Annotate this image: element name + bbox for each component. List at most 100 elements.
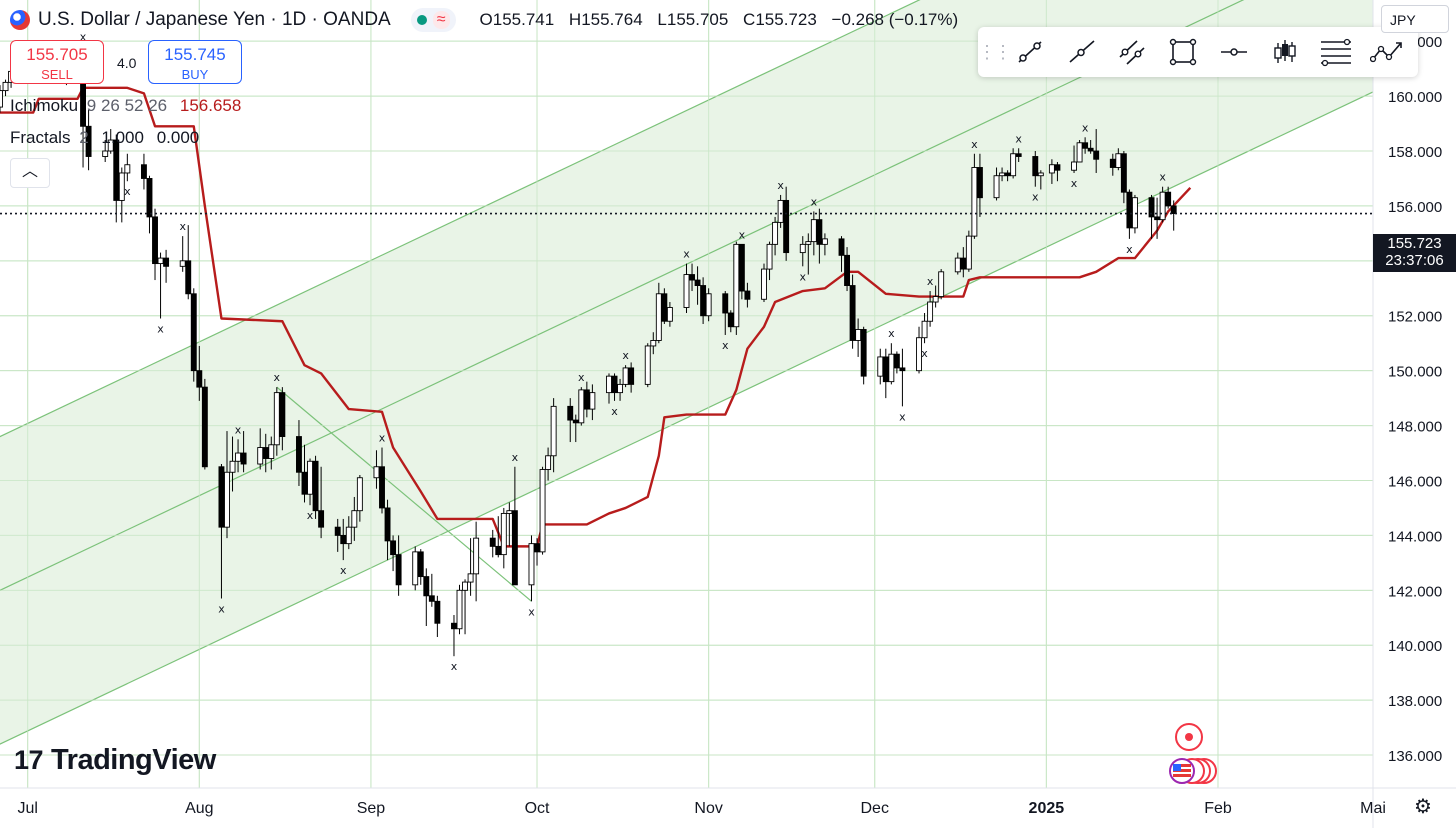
candle	[849, 274, 856, 349]
time-tick-label: Dec	[861, 800, 889, 817]
indicator-ichimoku[interactable]: Ichimoku 9 26 52 26 156.658	[10, 96, 241, 116]
rectangle-icon[interactable]	[1157, 32, 1208, 72]
candles-icon[interactable]	[1259, 32, 1310, 72]
fractal-down-marker: x	[451, 660, 458, 673]
symbol-title[interactable]: U.S. Dollar / Japanese Yen · 1D · OANDA	[38, 9, 391, 30]
fractal-down-marker: x	[1126, 243, 1133, 256]
trend-line-icon[interactable]	[1004, 32, 1055, 72]
candle-body-up	[916, 337, 922, 372]
chevron-up-icon: ︿	[21, 163, 38, 180]
candle	[965, 230, 972, 272]
time-tick-label: Jul	[17, 800, 37, 817]
gear-icon[interactable]: ⚙	[1414, 796, 1432, 818]
candle-body-down	[727, 312, 734, 328]
buy-button[interactable]: 155.745 BUY	[148, 40, 242, 84]
candle	[190, 288, 197, 382]
candle	[805, 233, 812, 275]
candle	[2, 79, 9, 97]
currency-selector[interactable]: JPY	[1381, 5, 1449, 33]
candle-body-down	[1054, 164, 1061, 171]
path-icon[interactable]	[1361, 32, 1412, 72]
candle-body-up	[373, 466, 380, 479]
candle-body-down	[495, 545, 502, 556]
candle	[1115, 148, 1122, 171]
candle-body-down	[1154, 216, 1161, 221]
candle	[976, 153, 983, 217]
tradingview-logo[interactable]: 17 TradingView	[14, 744, 216, 777]
candle	[899, 348, 906, 407]
candle-body-up	[927, 301, 934, 322]
fractal-up-marker: x	[379, 432, 386, 445]
parallel-channel-icon[interactable]	[1106, 32, 1157, 72]
candle-body-down	[960, 257, 967, 270]
candle	[301, 444, 308, 503]
candle-body-up	[2, 81, 9, 92]
us-flag-event-icon[interactable]	[1169, 758, 1217, 784]
candle-body-down	[163, 257, 170, 267]
collapse-indicators-button[interactable]: ︿	[10, 158, 50, 188]
sell-label: SELL	[41, 67, 73, 82]
candle-body-up	[683, 274, 690, 308]
candle	[694, 266, 701, 305]
candle	[107, 129, 114, 154]
candle-body-up	[0, 90, 3, 108]
candle-body-down	[1126, 191, 1133, 229]
fib-lines-icon[interactable]	[1310, 32, 1361, 72]
candle-body-up	[777, 199, 784, 223]
candle	[296, 420, 302, 486]
candle-body-down	[567, 405, 574, 421]
open-value: 155.741	[492, 10, 555, 29]
candle	[456, 584, 463, 635]
candle-body-down	[301, 471, 308, 495]
indicator-fractals[interactable]: Fractals 2 1.000 0.000	[10, 128, 199, 148]
time-tick-label: Aug	[185, 800, 213, 817]
candle-body-up	[356, 477, 363, 512]
candle-body-up	[877, 356, 884, 377]
ray-icon[interactable]	[1055, 32, 1106, 72]
candle	[999, 167, 1006, 182]
candle	[1032, 151, 1039, 187]
candle-body-down	[140, 164, 147, 179]
fractal-down-marker: x	[218, 603, 225, 616]
event-marker-icon[interactable]	[1175, 723, 1203, 751]
candle	[1037, 170, 1044, 190]
candle	[655, 282, 662, 344]
candle-body-up	[456, 589, 463, 630]
candle	[257, 428, 264, 470]
economic-events[interactable]	[1160, 722, 1220, 786]
market-status[interactable]: ≈	[410, 8, 456, 32]
candle	[1131, 194, 1138, 234]
sell-button[interactable]: 155.705 SELL	[10, 40, 104, 84]
candle	[855, 318, 862, 357]
price-tick-label: 152.000	[1388, 309, 1442, 326]
candle-body-down	[417, 551, 424, 578]
candle	[334, 518, 341, 552]
candle-body-down	[451, 622, 457, 630]
candle	[146, 175, 153, 234]
candle	[617, 378, 624, 401]
horizontal-ray-icon[interactable]	[1208, 32, 1259, 72]
candle	[572, 414, 579, 443]
candle	[993, 167, 1000, 201]
candle-body-up	[307, 460, 313, 495]
candle-body-down	[700, 285, 707, 317]
candle	[1165, 186, 1172, 209]
candle-body-up	[1159, 191, 1166, 221]
fractal-up-marker: x	[235, 423, 242, 436]
candle-body-down	[628, 367, 635, 385]
candle-body-up	[1076, 142, 1083, 163]
candle	[772, 216, 779, 256]
candle-body-down	[384, 507, 391, 542]
candle	[240, 431, 247, 473]
grip-icon[interactable]: ⋮⋮	[978, 41, 1012, 62]
candle-body-down	[312, 460, 319, 512]
fractal-down-marker: x	[611, 405, 618, 418]
candle	[511, 466, 518, 586]
candle	[0, 85, 3, 113]
fractal-down-marker: x	[1032, 191, 1039, 204]
candle	[157, 252, 164, 319]
fractal-up-marker: x	[622, 349, 629, 362]
candle	[810, 211, 817, 256]
